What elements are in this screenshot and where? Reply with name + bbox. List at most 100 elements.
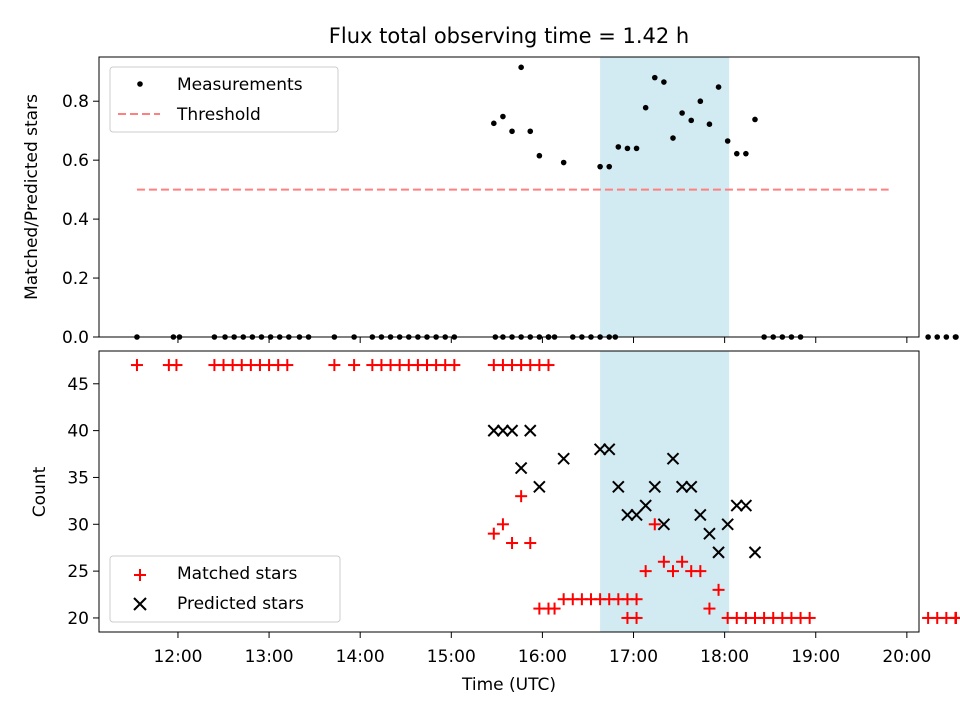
- bottom-ytick-label: 35: [67, 468, 89, 488]
- top-panel: 0.00.20.40.60.8 Matched/Predicted stars …: [22, 56, 959, 348]
- matched-star-point: [448, 359, 461, 372]
- bottom-ylabel: Count: [30, 466, 50, 517]
- matched-star-point: [281, 359, 294, 372]
- legend-measurements-marker: [137, 81, 143, 87]
- matched-star-point: [630, 611, 643, 624]
- predicted-x-b: [748, 546, 762, 559]
- predicted-star-point: [603, 443, 616, 456]
- bottom-xtick-label: 16:00: [518, 647, 567, 667]
- predicted-x-b: [593, 443, 607, 456]
- bottom-xtick-label: 18:00: [700, 647, 749, 667]
- matched-star-point: [548, 602, 561, 615]
- predicted-x-b: [675, 480, 689, 494]
- predicted-x-b: [648, 480, 661, 494]
- bottom-xtick-label: 13:00: [245, 647, 294, 667]
- predicted-x-b: [621, 508, 634, 522]
- predicted-star-point: [712, 546, 725, 559]
- top-ytick-label: 0.2: [62, 269, 89, 289]
- bottom-ytick-label: 45: [67, 375, 89, 395]
- matched-star-point: [657, 555, 670, 568]
- x-axis-label: Time (UTC): [461, 675, 556, 695]
- bottom-xtick-label: 19:00: [791, 647, 840, 667]
- top-legend-box: [109, 66, 339, 133]
- matched-star-point: [694, 565, 707, 578]
- predicted-x-b: [739, 499, 753, 512]
- measurement-point: [651, 74, 658, 81]
- measurement-point: [615, 144, 622, 150]
- bottom-plot-frame: [98, 350, 920, 633]
- predicted-x-b: [603, 443, 616, 456]
- measurement-point: [509, 128, 515, 135]
- measurement-point: [697, 98, 704, 105]
- predicted-x-b: [533, 480, 546, 494]
- measurement-point: [597, 163, 603, 170]
- bottom-ytick-label: 20: [67, 609, 89, 629]
- measurement-point: [518, 64, 524, 71]
- measurement-point: [715, 84, 722, 90]
- measurement-point: [670, 135, 676, 141]
- predicted-star-point: [496, 424, 510, 437]
- predicted-x-b: [694, 508, 707, 522]
- bottom-xtick-label: 12:00: [153, 647, 202, 667]
- predicted-x-b: [730, 499, 743, 512]
- matched-star-point: [170, 359, 183, 372]
- bottom-legend-box: [109, 555, 341, 623]
- predicted-star-point: [524, 424, 537, 437]
- matched-star-point: [328, 359, 341, 372]
- predicted-star-point: [666, 452, 680, 465]
- measurement-point: [633, 145, 640, 152]
- legend-matched-marker: [134, 569, 146, 581]
- measurement-point: [934, 334, 941, 340]
- bottom-ytick-label: 25: [67, 562, 89, 582]
- measurement-point: [688, 117, 695, 124]
- predicted-x-b: [612, 480, 625, 494]
- predicted-star-point: [730, 499, 743, 512]
- predicted-star-point: [657, 518, 671, 531]
- top-ytick-label: 0.6: [62, 151, 89, 171]
- predicted-x-b: [639, 499, 652, 512]
- matched-star-point: [506, 537, 519, 550]
- measurement-point: [500, 113, 506, 120]
- predicted-star-point: [514, 461, 528, 475]
- predicted-star-point: [630, 508, 643, 522]
- measurement-point: [606, 163, 613, 170]
- predicted-star-point: [721, 518, 734, 531]
- predicted-x-b: [721, 518, 734, 531]
- matched-star-point: [712, 583, 725, 596]
- measurement-point: [743, 150, 749, 157]
- bottom-xtick-label: 20:00: [882, 647, 931, 667]
- matched-star-point: [703, 602, 716, 615]
- matched-star-point: [648, 518, 661, 531]
- measurement-point: [943, 334, 950, 340]
- matched-star-point: [348, 359, 361, 372]
- top-ytick-label: 0.4: [62, 210, 89, 230]
- matched-star-point: [130, 359, 143, 372]
- top-plot-frame: [98, 56, 920, 338]
- predicted-x-b: [630, 508, 643, 522]
- bottom-ytick-label: 30: [67, 515, 89, 535]
- bottom-panel: 20 25 30 35 40 45 12:00 13:00 14:00 15:00 16:00 17…: [30, 350, 960, 695]
- predicted-star-point: [639, 499, 652, 512]
- top-ylabel: Matched/Predicted stars: [22, 94, 42, 300]
- measurement-point: [724, 138, 731, 144]
- bottom-legend: Matched stars Predicted stars: [109, 555, 341, 623]
- bottom-xtick-label: 17:00: [609, 647, 658, 667]
- predicted-x-b: [487, 424, 501, 437]
- matched-star-point: [524, 537, 537, 550]
- measurement-point: [560, 159, 567, 166]
- bottom-shaded-span: [600, 351, 730, 632]
- measurement-point: [679, 110, 685, 116]
- measurement-point: [491, 120, 497, 127]
- legend-predicted-marker: [133, 597, 147, 611]
- measurement-point: [953, 334, 959, 340]
- predicted-x-b: [685, 480, 698, 494]
- predicted-star-point: [648, 480, 661, 494]
- bottom-ytick-label: 40: [67, 422, 89, 442]
- measurement-point: [925, 334, 931, 340]
- measurement-point: [706, 121, 713, 127]
- matched-star-point: [515, 490, 528, 503]
- legend-threshold-label: Threshold: [176, 105, 261, 125]
- predicted-x-b: [524, 424, 537, 437]
- predicted-star-point: [533, 480, 546, 494]
